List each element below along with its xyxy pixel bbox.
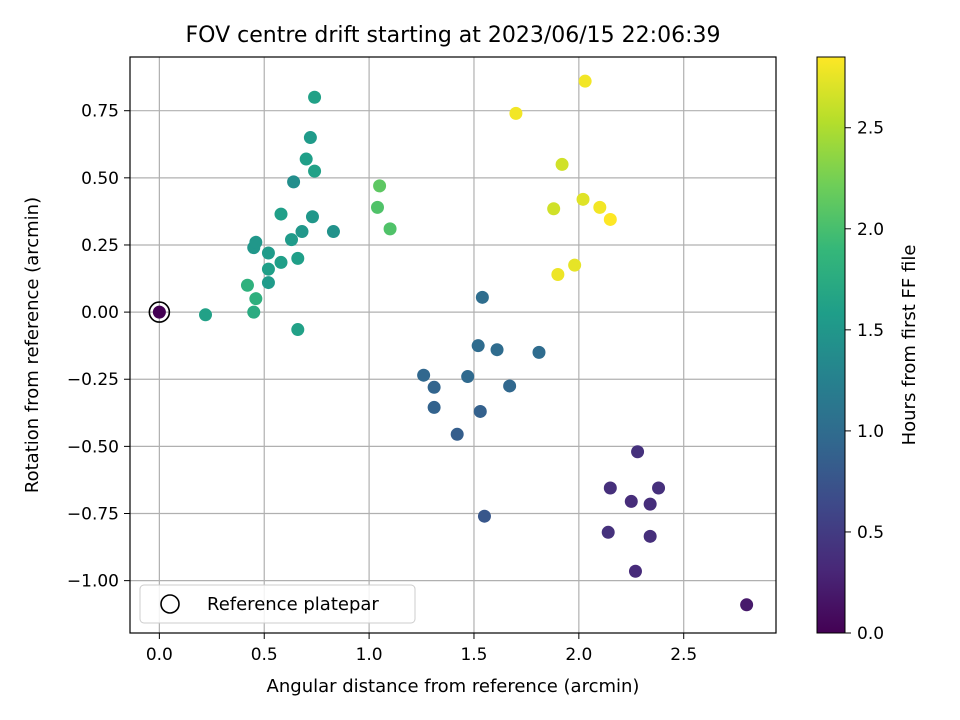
data-point	[305, 210, 319, 224]
data-point	[631, 445, 645, 459]
data-point	[643, 529, 657, 543]
data-point	[643, 497, 657, 511]
data-point	[274, 207, 288, 221]
data-point	[624, 494, 638, 508]
y-axis-label: Rotation from reference (arcmin)	[22, 197, 43, 493]
x-tick-label: 2.5	[670, 645, 697, 665]
y-tick-label: 0.75	[81, 102, 119, 122]
data-point	[532, 345, 546, 359]
colorbar-label: Hours from first FF file	[899, 245, 920, 446]
y-tick-label: 0.00	[81, 303, 119, 323]
data-point	[326, 225, 340, 239]
data-point	[475, 290, 489, 304]
data-point	[601, 525, 615, 539]
data-point	[249, 235, 263, 249]
data-point	[303, 131, 317, 145]
y-axis: −1.00 −0.75 −0.50 −0.25 0.00 0.25 0.50 0.75	[67, 102, 130, 592]
colorbar: 0.0 0.5 1.0 1.5 2.0 2.5 Hours from first FF f…	[816, 56, 920, 644]
data-point	[547, 202, 561, 216]
y-tick-label: −0.25	[67, 370, 119, 390]
legend-marker-open-circle	[160, 594, 180, 614]
data-point	[152, 305, 166, 319]
data-point	[555, 157, 569, 171]
y-tick-label: −1.00	[67, 572, 119, 592]
data-point	[308, 164, 322, 178]
data-point	[603, 481, 617, 495]
data-point	[551, 268, 565, 282]
data-point	[503, 379, 517, 393]
data-point	[291, 251, 305, 265]
data-point	[740, 598, 754, 612]
data-point	[593, 200, 607, 214]
data-point	[383, 222, 397, 236]
y-tick-label: −0.50	[67, 437, 119, 457]
chart-title: FOV centre drift starting at 2023/06/15 …	[186, 23, 721, 48]
colorbar-tick-label: 2.0	[857, 220, 884, 240]
colorbar-tick-label: 0.0	[857, 624, 884, 644]
data-point	[417, 368, 431, 382]
data-point	[427, 380, 441, 394]
y-tick-label: 0.25	[81, 236, 119, 256]
grid-lines	[130, 57, 776, 633]
data-point	[477, 509, 491, 523]
data-point	[576, 192, 590, 206]
x-tick-label: 2.0	[565, 645, 592, 665]
data-point	[199, 308, 213, 322]
plot-area-frame	[129, 56, 777, 634]
data-point	[628, 564, 642, 578]
data-point	[490, 343, 504, 357]
colorbar-tick-label: 1.0	[857, 422, 884, 442]
x-axis: 0.0 0.5 1.0 1.5 2.0 2.5	[146, 633, 697, 665]
y-tick-label: 0.50	[81, 169, 119, 189]
x-tick-label: 1.0	[356, 645, 383, 665]
data-point	[240, 278, 254, 292]
data-point	[578, 74, 592, 88]
legend-box	[139, 584, 416, 624]
data-point	[308, 90, 322, 104]
colorbar-tick-label: 2.5	[857, 119, 884, 139]
reference-platepar-marker	[148, 301, 171, 323]
data-point	[603, 212, 617, 226]
data-point	[471, 339, 485, 353]
data-point	[261, 262, 275, 276]
data-point	[285, 233, 298, 247]
data-points	[148, 74, 754, 612]
x-tick-label: 1.5	[460, 645, 487, 665]
x-axis-label: Angular distance from reference (arcmin)	[267, 676, 640, 697]
data-point	[261, 276, 275, 290]
data-point	[652, 481, 666, 495]
data-point	[287, 175, 301, 189]
data-point	[373, 179, 387, 193]
data-point	[450, 427, 464, 441]
data-point	[261, 246, 275, 260]
x-tick-label: 0.0	[146, 645, 173, 665]
data-point	[299, 152, 313, 166]
data-point	[427, 400, 441, 414]
x-tick-label: 0.5	[251, 645, 278, 665]
y-tick-label: −0.75	[67, 505, 119, 525]
data-point	[370, 200, 384, 214]
data-point	[461, 370, 475, 384]
data-point	[568, 258, 582, 272]
colorbar-tick-label: 0.5	[857, 523, 884, 543]
data-point	[509, 106, 523, 120]
legend-label: Reference platepar	[207, 594, 379, 615]
data-point	[249, 292, 263, 306]
colorbar-gradient	[816, 56, 846, 634]
data-point	[473, 404, 487, 418]
data-point	[247, 305, 261, 319]
legend: Reference platepar	[139, 584, 416, 624]
colorbar-tick-label: 1.5	[857, 321, 884, 341]
data-point	[291, 323, 305, 337]
data-point	[274, 255, 288, 269]
data-point	[295, 225, 309, 239]
